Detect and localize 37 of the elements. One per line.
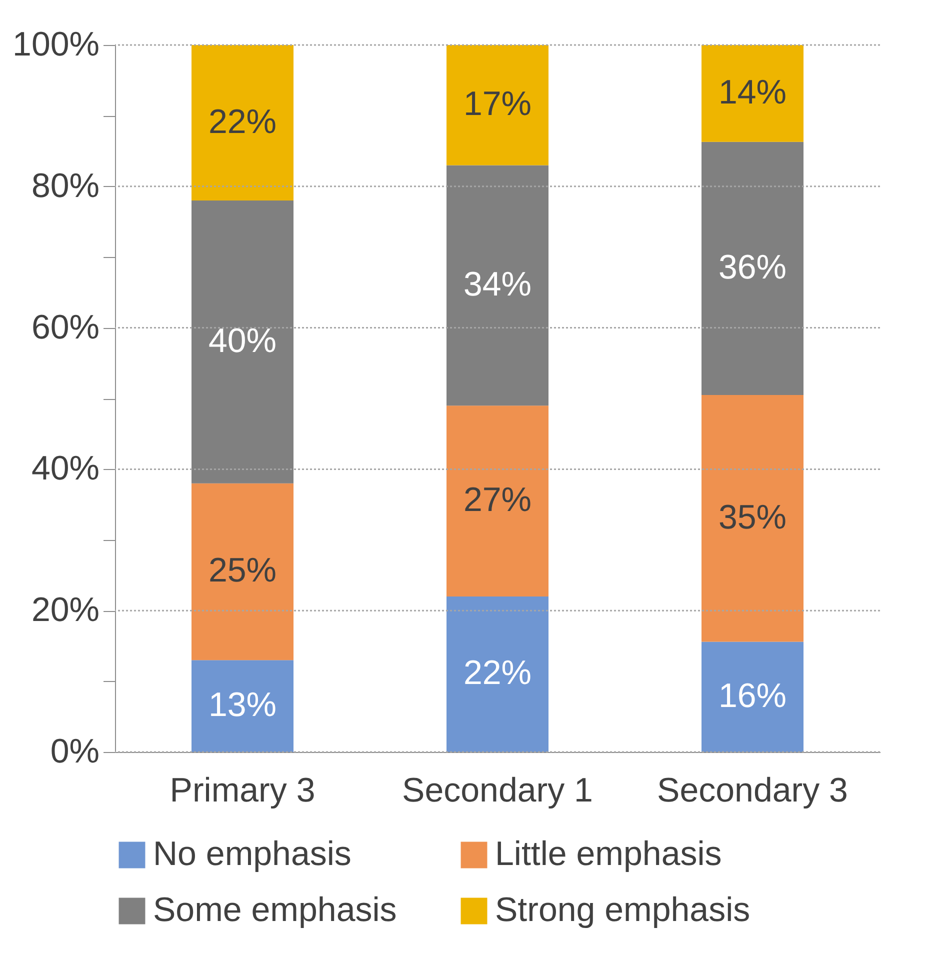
- y-tick-label: 80%: [31, 166, 100, 205]
- bar: [192, 483, 294, 660]
- y-tick-label: 20%: [31, 591, 100, 630]
- data-label: 17%: [463, 85, 532, 124]
- bar: [446, 165, 548, 406]
- bar: [702, 142, 804, 395]
- y-tick-label: 40%: [31, 450, 100, 488]
- legend-label: No emphasis: [153, 835, 352, 873]
- bar: [192, 45, 294, 201]
- data-label: 22%: [208, 102, 277, 141]
- data-label: 16%: [718, 676, 787, 715]
- y-tick-label: 0%: [50, 732, 100, 770]
- bar: [446, 45, 548, 166]
- x-tick-label: Secondary 3: [657, 772, 848, 810]
- data-label: 36%: [718, 248, 787, 286]
- bar: [702, 642, 804, 752]
- data-label: 35%: [718, 498, 787, 536]
- x-tick-label: Primary 3: [170, 772, 316, 810]
- bar: [192, 200, 294, 484]
- bar: [702, 45, 804, 142]
- data-label: 40%: [208, 322, 277, 360]
- bar: [446, 596, 548, 752]
- bar: [446, 406, 548, 596]
- data-label: 27%: [463, 481, 532, 520]
- legend-label: Some emphasis: [153, 891, 397, 929]
- y-tick-label: 60%: [31, 308, 100, 346]
- data-label: 14%: [718, 73, 787, 112]
- x-tick-label: Secondary 1: [402, 772, 593, 810]
- bar: [192, 660, 294, 752]
- data-label: 34%: [463, 265, 532, 304]
- legend-label: Little emphasis: [495, 835, 722, 873]
- bar: [702, 394, 804, 642]
- y-tick-label: 100%: [12, 26, 100, 64]
- data-label: 13%: [208, 686, 277, 724]
- legend-label: Strong emphasis: [495, 891, 750, 929]
- data-label: 22%: [463, 654, 532, 692]
- data-label: 25%: [208, 552, 277, 590]
